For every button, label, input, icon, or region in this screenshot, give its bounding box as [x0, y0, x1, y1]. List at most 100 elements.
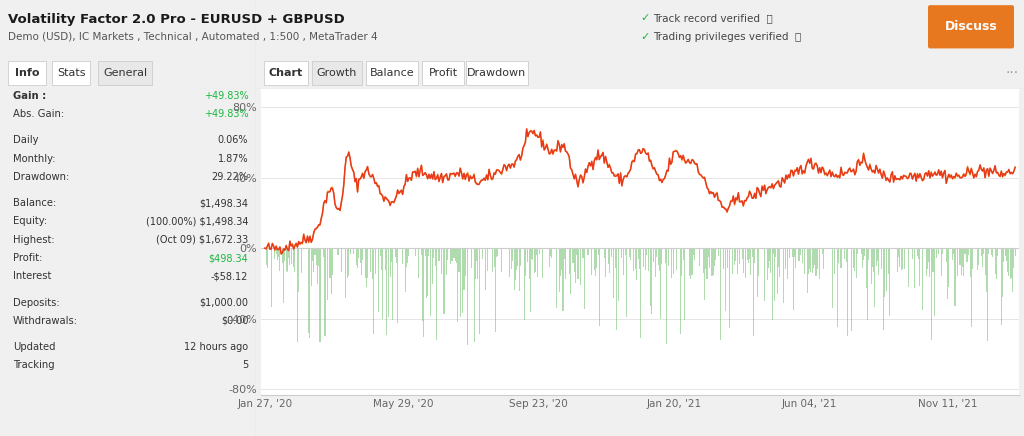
Bar [954, 248, 955, 306]
Bar [498, 248, 499, 256]
Bar [680, 248, 681, 334]
Bar [651, 248, 652, 314]
Bar [583, 248, 584, 258]
Bar [769, 248, 770, 261]
Bar [565, 248, 566, 279]
Bar [434, 248, 436, 266]
Bar [919, 248, 920, 259]
Text: Highest:: Highest: [12, 235, 54, 245]
Bar [775, 248, 776, 257]
Bar [465, 248, 466, 276]
Bar [425, 248, 426, 256]
Bar [920, 248, 921, 286]
Bar [301, 248, 302, 273]
Bar [520, 248, 521, 266]
Bar [391, 248, 392, 262]
Bar [967, 248, 968, 262]
Bar [591, 248, 592, 275]
Bar [375, 248, 376, 273]
Bar [357, 248, 358, 268]
Bar [348, 248, 349, 276]
Bar [995, 248, 997, 279]
Bar [409, 248, 410, 256]
Bar [285, 248, 286, 261]
Bar [572, 248, 573, 263]
Bar [964, 248, 965, 276]
Bar [392, 248, 393, 320]
Bar [325, 248, 326, 336]
Text: Monthly:: Monthly: [12, 154, 55, 164]
Bar [814, 248, 815, 265]
Text: Withdrawals:: Withdrawals: [12, 316, 78, 326]
Bar [426, 248, 427, 298]
Bar [904, 248, 905, 269]
Bar [901, 248, 902, 270]
Bar [881, 248, 882, 269]
Bar [604, 248, 605, 259]
Bar [699, 248, 700, 266]
Text: Drawdown: Drawdown [467, 68, 526, 78]
Bar [1014, 248, 1015, 269]
Bar [946, 248, 947, 262]
Bar [683, 248, 684, 260]
Bar [374, 248, 375, 334]
Bar [689, 248, 690, 276]
Bar [804, 248, 805, 273]
Bar [494, 248, 495, 267]
FancyBboxPatch shape [98, 61, 152, 85]
Bar [1015, 248, 1016, 256]
Bar [772, 248, 773, 320]
Bar [484, 248, 485, 290]
Bar [404, 248, 406, 292]
Text: Demo (USD), IC Markets , Technical , Automated , 1:500 , MetaTrader 4: Demo (USD), IC Markets , Technical , Aut… [8, 32, 378, 42]
Bar [768, 248, 769, 268]
Bar [441, 248, 442, 274]
Bar [854, 248, 855, 271]
Bar [795, 248, 796, 257]
Bar [709, 248, 710, 268]
Bar [930, 248, 931, 277]
Bar [419, 248, 420, 278]
Bar [847, 248, 848, 336]
Text: $1,498.34: $1,498.34 [200, 198, 248, 208]
Bar [714, 248, 715, 266]
Text: $1,000.00: $1,000.00 [200, 298, 248, 307]
Bar [595, 248, 596, 276]
Bar [835, 248, 836, 274]
Bar [799, 248, 800, 262]
Bar [310, 248, 311, 286]
Bar [726, 248, 728, 268]
Bar [353, 248, 354, 254]
Bar [793, 248, 794, 310]
Bar [886, 248, 887, 291]
Text: Drawdown:: Drawdown: [12, 172, 69, 182]
Bar [578, 248, 579, 279]
Text: Equity:: Equity: [12, 217, 47, 226]
Bar [487, 248, 488, 271]
Bar [588, 248, 589, 255]
Bar [655, 248, 656, 277]
Bar [991, 248, 992, 255]
Bar [293, 248, 294, 267]
Bar [380, 248, 381, 256]
Bar [878, 248, 880, 275]
Bar [433, 248, 434, 258]
Bar [746, 248, 748, 260]
Bar [388, 248, 389, 317]
Bar [464, 248, 465, 290]
Bar [280, 248, 281, 271]
FancyBboxPatch shape [52, 61, 90, 85]
Bar [844, 248, 846, 259]
Bar [857, 248, 858, 254]
Bar [633, 248, 634, 271]
Bar [748, 248, 749, 263]
Bar [953, 248, 954, 254]
Bar [986, 248, 987, 292]
Bar [362, 248, 364, 259]
Bar [873, 248, 874, 272]
Bar [511, 248, 512, 269]
Bar [372, 248, 373, 279]
Bar [538, 248, 539, 277]
Bar [295, 248, 296, 272]
Bar [936, 248, 937, 258]
